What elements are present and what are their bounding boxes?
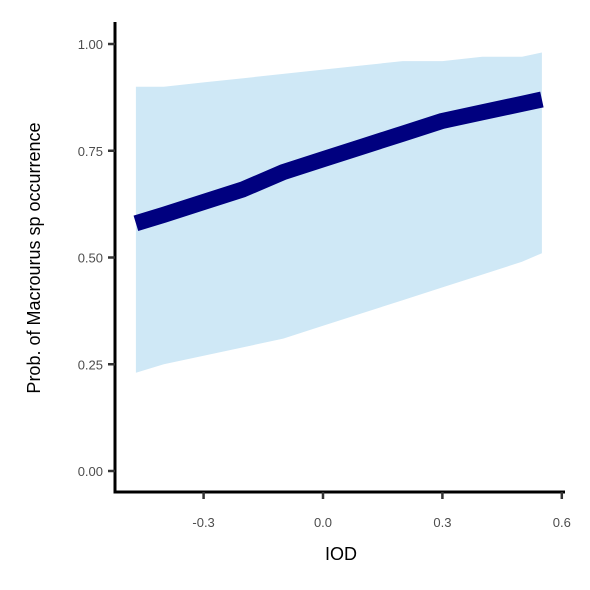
fitted-line	[133, 91, 544, 231]
y-tick-label: 0.25	[78, 357, 103, 372]
confidence-band	[135, 52, 542, 373]
y-tick-label: 0.00	[78, 464, 103, 479]
x-axis-title: IOD	[325, 544, 357, 564]
axis-labels: 0.00 0.25 0.50 0.75 1.00 -0.3 0.0 0.3 0.6 IOD Prob…	[24, 37, 571, 564]
y-tick-label: 0.75	[78, 144, 103, 159]
x-tick-label: 0.6	[553, 515, 571, 530]
y-axis-title: Prob. of Macrourus sp occurrence	[24, 122, 44, 393]
plot-area	[133, 52, 544, 373]
y-tick-label: 0.50	[78, 251, 103, 266]
y-tick-label: 1.00	[78, 37, 103, 52]
x-tick-label: -0.3	[192, 515, 214, 530]
axes	[108, 22, 565, 499]
x-tick-label: 0.0	[314, 515, 332, 530]
x-tick-label: 0.3	[433, 515, 451, 530]
